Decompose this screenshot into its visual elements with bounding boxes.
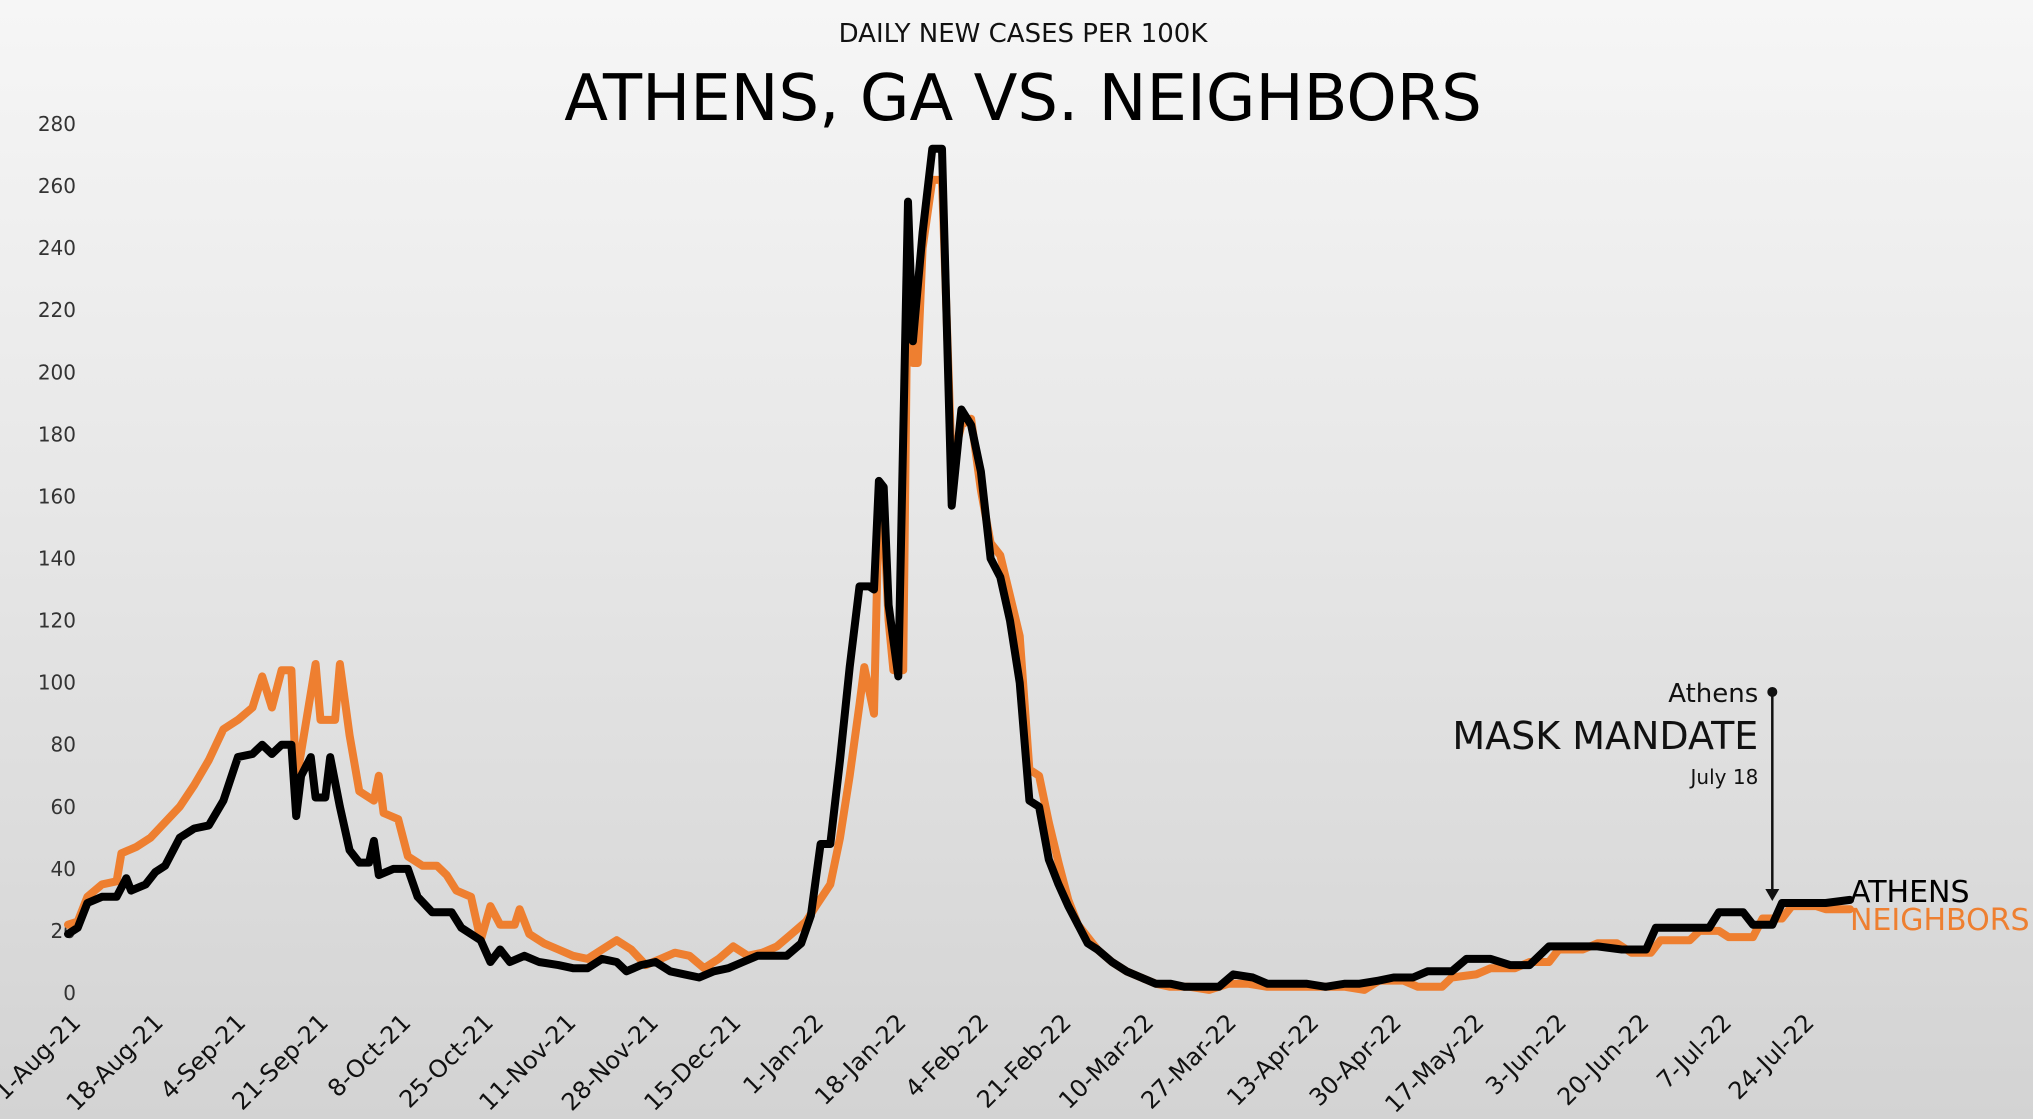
x-axis: 1-Aug-2118-Aug-214-Sep-2121-Sep-218-Oct-… (0, 1008, 1820, 1118)
y-tick-label: 200 (38, 360, 76, 384)
annotation-dot (1767, 686, 1778, 697)
annotation-line-2: MASK MANDATE (1452, 714, 1758, 758)
x-tick-label: 24-Jul-22 (1723, 1008, 1820, 1105)
y-tick-label: 260 (38, 174, 76, 198)
mask-mandate-annotation: Athens MASK MANDATE July 18 (1452, 679, 1780, 901)
y-tick-label: 120 (38, 609, 76, 633)
y-tick-label: 220 (38, 298, 76, 322)
series-layer (64, 144, 1854, 994)
y-tick-label: 100 (38, 671, 76, 695)
chart-title: ATHENS, GA VS. NEIGHBORS (564, 62, 1482, 136)
y-tick-label: 160 (38, 484, 76, 508)
y-tick-label: 140 (38, 547, 76, 571)
annotation-line-3: July 18 (1689, 765, 1759, 789)
series-label-neighbors: NEIGHBORS (1850, 903, 2030, 938)
annotation-arrowhead (1765, 888, 1780, 901)
series-line-athens (64, 144, 1854, 991)
y-tick-label: 0 (63, 981, 76, 1005)
series-label-athens: ATHENS (1850, 875, 1970, 910)
series-line-neighbors (64, 175, 1854, 994)
y-tick-label: 40 (51, 857, 76, 881)
y-tick-label: 240 (38, 236, 76, 260)
y-tick-label: 180 (38, 422, 76, 446)
y-tick-label: 80 (51, 733, 76, 757)
chart-subtitle: DAILY NEW CASES PER 100K (839, 19, 1209, 49)
y-tick-label: 60 (51, 795, 76, 819)
y-tick-label: 280 (38, 112, 76, 136)
annotation-line-1: Athens (1668, 679, 1758, 709)
x-tick-label: 7-Jul-22 (1651, 1008, 1737, 1094)
